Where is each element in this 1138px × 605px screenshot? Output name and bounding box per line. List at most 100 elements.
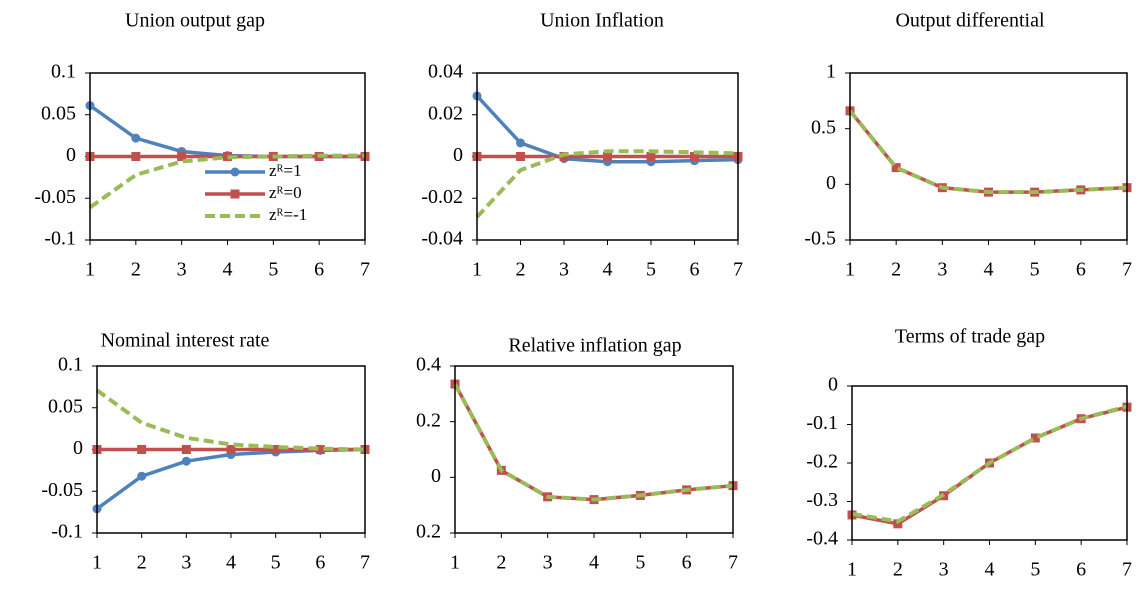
y-tick-label: 0 xyxy=(73,437,83,459)
series-line xyxy=(851,404,1128,524)
x-tick-label: 5 xyxy=(271,552,281,574)
y-tick-label: 0.1 xyxy=(51,61,76,83)
marker xyxy=(315,445,325,454)
y-tick-label: 0.2 xyxy=(416,521,441,543)
marker xyxy=(603,152,612,161)
panel: Output differential -0.5 0 0.5 1 1 2 3 4 5 6 7 xyxy=(804,10,1132,281)
y-tick-label: -0.3 xyxy=(806,489,838,511)
y-tick-label: -0.05 xyxy=(34,186,76,208)
x-tick-label: 1 xyxy=(85,259,95,281)
chart-title: Terms of trade gap xyxy=(895,326,1045,348)
x-tick-label: 7 xyxy=(733,259,743,281)
y-tick-label: 0 xyxy=(453,144,463,166)
x-tick-label: 3 xyxy=(559,259,569,281)
x-tick-label: 6 xyxy=(682,552,692,574)
plot-frame xyxy=(96,365,366,534)
plot-frame xyxy=(849,72,1128,241)
x-tick-label: 2 xyxy=(131,259,141,281)
marker xyxy=(1030,433,1040,443)
chart-title: Output differential xyxy=(895,10,1044,32)
x-tick-label: 5 xyxy=(646,259,656,281)
y-tick-label: -0.4 xyxy=(806,528,838,550)
x-tick-label: 1 xyxy=(472,259,482,281)
y-tick-label: 0.4 xyxy=(416,354,441,376)
x-tick-label: 3 xyxy=(181,552,191,574)
x-tick-label: 6 xyxy=(1076,559,1086,581)
marker xyxy=(516,152,525,161)
y-tick-label: 0 xyxy=(828,374,838,396)
plot-frame xyxy=(851,385,1128,541)
y-tick-label: -0.5 xyxy=(804,228,836,250)
series-line xyxy=(848,109,1128,195)
panel: Union output gap -0.1 -0.05 0 0.05 0.1 1 2 3 4 5 6 7… xyxy=(34,10,370,281)
x-tick-label: 3 xyxy=(939,559,949,581)
plot-frame xyxy=(454,365,734,534)
x-tick-label: 4 xyxy=(589,552,599,574)
y-tick-label: -0.2 xyxy=(806,451,838,473)
marker xyxy=(891,163,901,173)
x-tick-label: 1 xyxy=(845,259,855,281)
chart-title: Relative inflation gap xyxy=(508,335,681,357)
x-tick-label: 7 xyxy=(728,552,738,574)
x-tick-label: 1 xyxy=(450,552,460,574)
x-tick-label: 7 xyxy=(360,552,370,574)
x-tick-label: 4 xyxy=(223,259,233,281)
x-tick-label: 4 xyxy=(984,259,994,281)
x-tick-label: 4 xyxy=(985,559,995,581)
x-tick-label: 7 xyxy=(1122,559,1132,581)
panel: Nominal interest rate -0.1 -0.05 0 0.05 0.1 1 2… xyxy=(41,330,370,574)
marker xyxy=(137,445,147,454)
chart-title: Union Inflation xyxy=(540,10,664,32)
series-line xyxy=(475,149,739,219)
marker xyxy=(646,152,656,161)
marker xyxy=(181,445,191,454)
x-tick-label: 1 xyxy=(847,559,857,581)
legend-label: zᴿ=0 xyxy=(269,183,302,202)
series-line xyxy=(88,104,365,159)
plot-frame xyxy=(476,72,739,241)
y-tick-label: -0.04 xyxy=(421,228,463,250)
y-tick-label: 0 xyxy=(431,465,441,487)
panel: Terms of trade gap -0.4 -0.3 -0.2 -0.1 0 1 2 3 4 5… xyxy=(806,326,1132,581)
marker xyxy=(893,519,903,529)
x-tick-label: 2 xyxy=(516,259,526,281)
y-tick-label: 0.1 xyxy=(58,354,83,376)
x-tick-label: 6 xyxy=(1076,259,1086,281)
legend: zᴿ=1 zᴿ=0 zᴿ=-1 xyxy=(205,161,307,224)
series-line xyxy=(88,153,365,210)
y-tick-label: -0.05 xyxy=(41,479,83,501)
y-tick-label: 0.2 xyxy=(416,409,441,431)
marker xyxy=(516,138,525,148)
x-tick-label: 2 xyxy=(496,552,506,574)
x-tick-label: 6 xyxy=(315,552,325,574)
y-tick-label: 0.04 xyxy=(428,61,463,83)
marker xyxy=(131,133,141,143)
x-tick-label: 5 xyxy=(635,552,645,574)
legend-marker xyxy=(230,167,240,177)
y-tick-label: 0 xyxy=(826,172,836,194)
y-tick-label: 0.05 xyxy=(41,102,76,124)
x-tick-label: 7 xyxy=(1122,259,1132,281)
y-tick-label: -0.1 xyxy=(51,521,83,543)
series-line xyxy=(848,109,1128,194)
y-tick-label: -0.02 xyxy=(421,186,463,208)
y-tick-label: 0.5 xyxy=(811,116,836,138)
series-line xyxy=(453,383,734,502)
legend-marker xyxy=(230,189,240,199)
x-tick-label: 3 xyxy=(543,552,553,574)
marker xyxy=(690,152,699,161)
x-tick-label: 4 xyxy=(603,259,613,281)
marker xyxy=(271,445,281,454)
x-tick-label: 3 xyxy=(177,259,187,281)
marker xyxy=(131,152,141,161)
chart-title: Nominal interest rate xyxy=(101,330,270,352)
y-tick-label: 0.05 xyxy=(48,395,83,417)
x-tick-label: 5 xyxy=(1030,559,1040,581)
x-tick-label: 2 xyxy=(137,552,147,574)
x-tick-label: 7 xyxy=(360,259,370,281)
y-tick-label: -0.1 xyxy=(44,228,76,250)
legend-label: zᴿ=1 xyxy=(269,161,302,180)
series-line xyxy=(95,388,366,452)
y-tick-label: 0.02 xyxy=(428,102,463,124)
